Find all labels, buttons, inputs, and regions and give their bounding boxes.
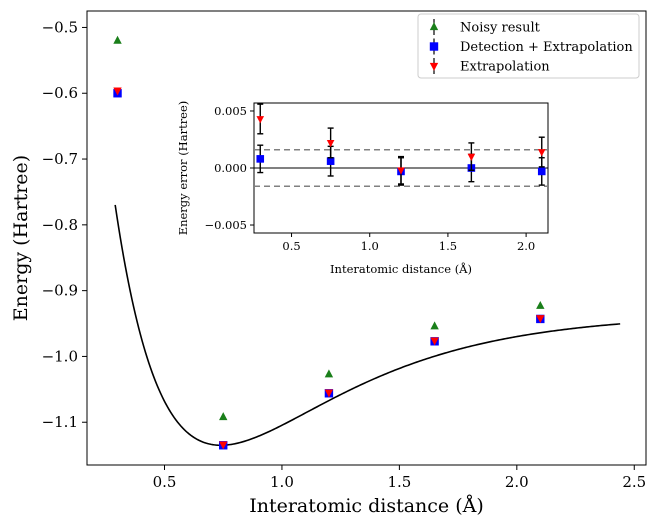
- inset-x-tick-label: 2.0: [517, 239, 535, 253]
- legend-marker: [429, 22, 439, 31]
- inset-x-tick-label: 1.0: [361, 239, 379, 253]
- inset-x-tick-label: 0.5: [282, 239, 300, 253]
- inset-y-tick-label: −0.005: [204, 218, 247, 232]
- inset-data-point: [537, 167, 546, 176]
- x-tick-label: 2.5: [622, 473, 646, 491]
- legend-marker: [429, 62, 439, 71]
- fit-curve: [114, 204, 621, 447]
- inset-data-point: [467, 153, 476, 161]
- x-tick-label: 0.5: [153, 473, 177, 491]
- y-axis-label: Energy (Hartree): [10, 155, 32, 321]
- x-tick-label: 1.0: [270, 473, 294, 491]
- data-point: [324, 369, 334, 378]
- data-point: [113, 35, 122, 44]
- inset-y-axis-label: Energy error (Hartree): [176, 101, 190, 236]
- legend-label: Detection + Extrapolation: [460, 40, 633, 55]
- legend-marker: [429, 42, 439, 51]
- legend-box: [417, 13, 640, 79]
- y-tick-label: −0.7: [42, 150, 78, 168]
- y-tick-label: −1.1: [42, 413, 78, 431]
- inset-data-point: [256, 155, 265, 163]
- y-tick-label: −1.0: [42, 347, 78, 365]
- plot-frame: [86, 10, 647, 466]
- data-point: [430, 337, 439, 346]
- inset-y-tick-label: 0.000: [214, 161, 247, 175]
- inset-y-tick-label: 0.005: [214, 104, 247, 118]
- y-tick-label: −0.5: [42, 18, 78, 36]
- data-point: [536, 315, 545, 324]
- data-point: [430, 321, 439, 330]
- inset-x-axis-label: Interatomic distance (Å): [330, 262, 472, 276]
- inset-data-point: [537, 149, 546, 157]
- inset-series-triangle-down: [256, 103, 546, 185]
- x-axis-label: Interatomic distance (Å): [249, 495, 484, 516]
- y-tick-label: −0.6: [42, 84, 78, 102]
- y-tick-label: −0.9: [42, 282, 78, 300]
- inset-data-point: [326, 140, 335, 148]
- data-point: [324, 389, 334, 398]
- inset-data-point: [397, 167, 405, 175]
- inset-x-tick-label: 1.5: [439, 239, 457, 253]
- y-tick-label: −0.8: [42, 216, 78, 234]
- data-point: [536, 300, 545, 309]
- data-point: [113, 87, 122, 96]
- legend-label: Extrapolation: [460, 60, 550, 75]
- series-triangle-up: [113, 35, 545, 421]
- x-tick-label: 2.0: [505, 473, 529, 491]
- inset-data-point: [256, 116, 265, 124]
- legend-label: Noisy result: [460, 21, 541, 36]
- data-point: [219, 441, 228, 450]
- x-tick-label: 1.5: [387, 473, 411, 491]
- series-triangle-down: [113, 87, 545, 450]
- data-point: [219, 412, 228, 421]
- inset-data-point: [326, 157, 335, 165]
